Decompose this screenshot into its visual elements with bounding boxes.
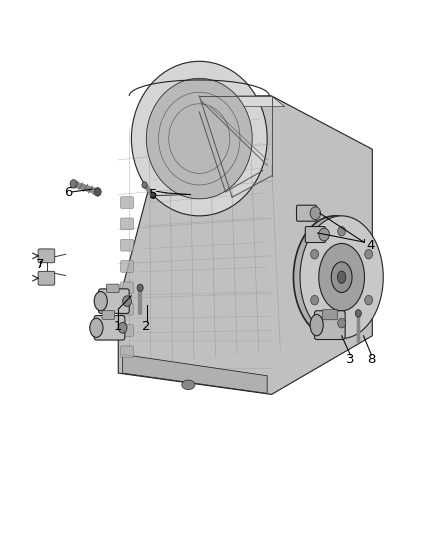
Text: 6: 6	[64, 187, 72, 199]
Polygon shape	[173, 96, 285, 107]
Ellipse shape	[310, 314, 323, 336]
Text: 2: 2	[142, 320, 151, 333]
Ellipse shape	[365, 249, 373, 259]
Circle shape	[70, 180, 77, 188]
Polygon shape	[118, 96, 372, 394]
Circle shape	[151, 192, 156, 199]
Circle shape	[94, 188, 101, 196]
FancyBboxPatch shape	[297, 205, 317, 221]
Ellipse shape	[337, 271, 346, 284]
Text: 3: 3	[346, 353, 355, 366]
FancyBboxPatch shape	[314, 311, 345, 340]
FancyBboxPatch shape	[120, 197, 134, 208]
Ellipse shape	[94, 292, 107, 311]
Ellipse shape	[293, 216, 377, 338]
Text: 7: 7	[36, 259, 45, 271]
FancyBboxPatch shape	[94, 316, 125, 340]
FancyBboxPatch shape	[120, 325, 134, 336]
Ellipse shape	[311, 249, 318, 259]
Text: 1: 1	[114, 320, 123, 333]
FancyBboxPatch shape	[322, 310, 337, 320]
Ellipse shape	[311, 295, 318, 305]
FancyBboxPatch shape	[120, 218, 134, 230]
Ellipse shape	[146, 78, 252, 199]
FancyBboxPatch shape	[120, 346, 134, 358]
Circle shape	[142, 182, 147, 188]
Circle shape	[118, 322, 127, 333]
FancyBboxPatch shape	[120, 303, 134, 315]
Polygon shape	[123, 354, 267, 393]
Ellipse shape	[338, 227, 346, 236]
Circle shape	[310, 207, 321, 220]
Ellipse shape	[319, 244, 364, 311]
FancyBboxPatch shape	[106, 284, 119, 293]
FancyBboxPatch shape	[99, 289, 129, 313]
Ellipse shape	[300, 216, 383, 338]
Ellipse shape	[90, 318, 103, 337]
FancyBboxPatch shape	[38, 271, 55, 285]
Text: 8: 8	[367, 353, 376, 366]
Text: 5: 5	[149, 188, 158, 201]
FancyBboxPatch shape	[305, 227, 325, 243]
Ellipse shape	[338, 318, 346, 328]
FancyBboxPatch shape	[38, 249, 55, 263]
Text: 4: 4	[366, 239, 374, 252]
FancyBboxPatch shape	[102, 311, 115, 319]
Circle shape	[355, 310, 361, 317]
FancyBboxPatch shape	[120, 261, 134, 272]
FancyBboxPatch shape	[120, 239, 134, 251]
Ellipse shape	[131, 61, 267, 216]
Circle shape	[319, 228, 329, 241]
Ellipse shape	[182, 380, 195, 390]
Ellipse shape	[331, 262, 352, 293]
Circle shape	[123, 296, 131, 306]
Circle shape	[137, 284, 143, 292]
FancyBboxPatch shape	[120, 282, 134, 294]
Ellipse shape	[365, 295, 373, 305]
